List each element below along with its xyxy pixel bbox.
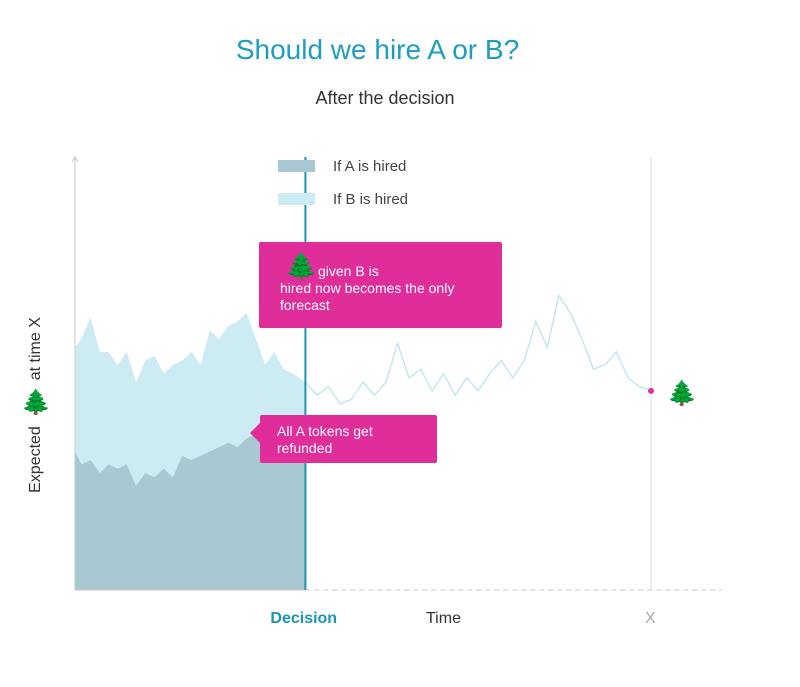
callout-b-text: hired now becomes the only forecast [280,280,455,313]
chart-subtitle: After the decision [315,88,455,108]
x-tick-x: X [645,610,656,627]
series-a-area [75,421,306,590]
y-axis-label-top: at time X [27,317,44,381]
tree-icon: 🌲 [285,251,318,281]
endpoint-dot [648,387,654,394]
legend-swatch-b [278,193,315,205]
callout-b-forecast: 🌲 given B is hired now becomes the only … [259,242,502,328]
series-b-line [304,293,652,405]
x-axis-label: Time [426,610,461,627]
x-tick-decision: Decision [270,610,338,627]
tree-icon: 🌲 [21,389,51,417]
tree-icon: 🌲 [667,380,697,407]
callout-a-text: All A tokens get refunded [277,423,373,456]
chart-title: Should we hire A or B? [235,34,520,65]
callout-b-line1: given B is [318,263,379,279]
y-axis-label: Expected 🌲 at time X [16,290,56,520]
legend-swatch-a [278,160,315,172]
legend-label-a: If A is hired [333,158,407,175]
y-axis-arrow [71,156,79,163]
legend-label-b: If B is hired [333,191,409,208]
y-axis-label-bottom: Expected [27,426,44,493]
callout-a-refund: All A tokens get refunded [250,415,437,463]
